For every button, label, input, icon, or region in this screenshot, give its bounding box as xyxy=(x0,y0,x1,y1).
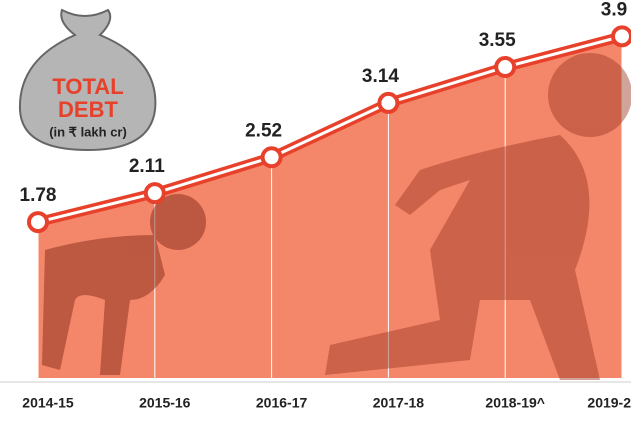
value-label: 2.11 xyxy=(129,156,165,177)
x-tick-label: 2015-16 xyxy=(139,395,191,411)
value-label: 2.52 xyxy=(245,120,282,141)
bag-subtitle: (in ₹ lakh cr) xyxy=(49,124,127,139)
value-label: 1.78 xyxy=(20,185,57,206)
x-tick-label: 2019-2 xyxy=(587,395,631,411)
chart: TOTAL DEBT (in ₹ lakh cr) 1.78 2.11 2.52 3.… xyxy=(0,0,631,426)
value-label: 3.14 xyxy=(362,66,399,87)
value-label: 3.55 xyxy=(479,30,516,51)
point xyxy=(496,58,514,76)
value-label: 3.9 xyxy=(601,0,627,20)
point xyxy=(263,148,281,166)
point xyxy=(29,213,47,231)
x-tick-label: 2018-19^ xyxy=(485,395,545,411)
bag-title: DEBT xyxy=(58,97,118,122)
point xyxy=(613,27,631,45)
figure-head xyxy=(548,53,631,137)
point xyxy=(146,184,164,202)
x-tick-label: 2017-18 xyxy=(373,395,425,411)
x-tick-label: 2016-17 xyxy=(256,395,308,411)
point xyxy=(379,94,397,112)
bag-title: TOTAL xyxy=(52,74,123,99)
x-tick-label: 2014-15 xyxy=(22,395,74,411)
